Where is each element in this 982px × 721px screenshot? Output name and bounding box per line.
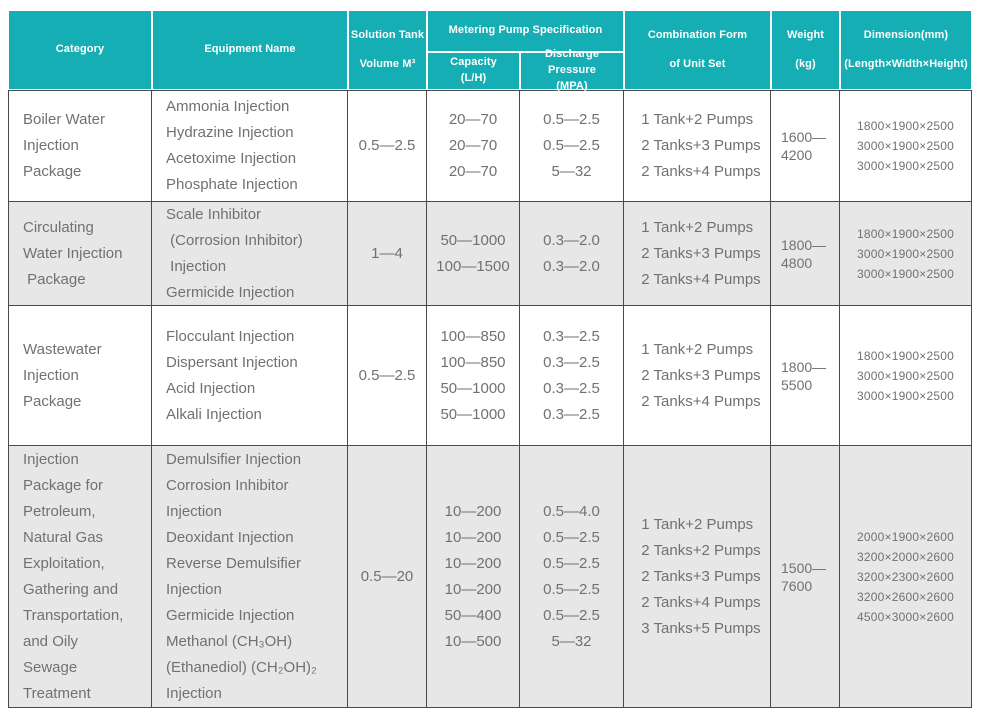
cell-equipment-name: Flocculant Injection Dispersant Injectio… <box>152 306 348 446</box>
table-header: Category Equipment Name Solution Tank Vo… <box>8 10 972 92</box>
header-dimension: Dimension(mm) (Length×Width×Height) <box>840 10 972 90</box>
cell-category: Boiler Water Injection Package <box>9 91 152 202</box>
cell-capacity: 100—850 100—850 50—1000 50—1000 <box>427 306 520 446</box>
table-row-circulating-water: Circulating Water Injection Package Scal… <box>9 202 971 306</box>
cell-weight: 1800— 5500 <box>771 306 840 446</box>
cell-capacity: 20—70 20—70 20—70 <box>427 91 520 202</box>
header-capacity: Capacity (L/H) <box>427 52 520 90</box>
header-weight: Weight (kg) <box>771 10 840 90</box>
table-row-boiler-water: Boiler Water Injection Package Ammonia I… <box>9 91 971 202</box>
cell-discharge-pressure: 0.3—2.5 0.3—2.5 0.3—2.5 0.3—2.5 <box>520 306 624 446</box>
table-body: Boiler Water Injection Package Ammonia I… <box>8 90 972 708</box>
cell-tank-volume: 0.5—20 <box>348 446 427 707</box>
cell-equipment-name: Scale Inhibitor (Corrosion Inhibitor) In… <box>152 202 348 306</box>
header-discharge-pressure: Discharge Pressure (MPA) <box>520 48 624 92</box>
cell-combination-form: 1 Tank+2 Pumps 2 Tanks+3 Pumps 2 Tanks+4… <box>624 91 771 202</box>
cell-tank-volume: 0.5—2.5 <box>348 306 427 446</box>
cell-capacity: 50—1000 100—1500 <box>427 202 520 306</box>
cell-discharge-pressure: 0.5—2.5 0.5—2.5 5—32 <box>520 91 624 202</box>
cell-combination-form: 1 Tank+2 Pumps 2 Tanks+3 Pumps 2 Tanks+4… <box>624 202 771 306</box>
cell-equipment-name: Ammonia Injection Hydrazine Injection Ac… <box>152 91 348 202</box>
cell-category: Circulating Water Injection Package <box>9 202 152 306</box>
header-solution-tank-volume: Solution Tank Volume M³ <box>348 10 427 90</box>
cell-weight: 1600— 4200 <box>771 91 840 202</box>
cell-tank-volume: 0.5—2.5 <box>348 91 427 202</box>
cell-weight: 1800— 4800 <box>771 202 840 306</box>
cell-combination-form: 1 Tank+2 Pumps 2 Tanks+2 Pumps 2 Tanks+3… <box>624 446 771 707</box>
cell-discharge-pressure: 0.5—4.0 0.5—2.5 0.5—2.5 0.5—2.5 0.5—2.5 … <box>520 446 624 707</box>
cell-capacity: 10—200 10—200 10—200 10—200 50—400 10—50… <box>427 446 520 707</box>
cell-dimension: 1800×1900×2500 3000×1900×2500 3000×1900×… <box>840 91 971 202</box>
cell-combination-form: 1 Tank+2 Pumps 2 Tanks+3 Pumps 2 Tanks+4… <box>624 306 771 446</box>
cell-dimension: 2000×1900×2600 3200×2000×2600 3200×2300×… <box>857 529 954 624</box>
cell-equipment-name: Demulsifier Injection Corrosion Inhibito… <box>152 446 348 707</box>
table-row-petroleum-injection: Injection Package for Petroleum, Natural… <box>9 446 971 707</box>
cell-weight: 1500— 7600 <box>771 446 840 707</box>
header-equipment-name: Equipment Name <box>152 10 348 90</box>
cell-tank-volume: 1—4 <box>348 202 427 306</box>
injection-package-spec-table: Category Equipment Name Solution Tank Vo… <box>8 10 972 708</box>
cell-discharge-pressure: 0.3—2.0 0.3—2.0 <box>520 202 624 306</box>
table-row-wastewater: Wastewater Injection Package Flocculant … <box>9 306 971 446</box>
cell-category: Wastewater Injection Package <box>9 306 152 446</box>
header-category: Category <box>8 10 152 90</box>
cell-dimension: 1800×1900×2500 3000×1900×2500 3000×1900×… <box>840 306 971 446</box>
cell-category: Injection Package for Petroleum, Natural… <box>9 446 152 707</box>
header-combination-form: Combination Form of Unit Set <box>624 10 771 90</box>
header-metering-pump-specification: Metering Pump Specification <box>427 10 624 52</box>
cell-dimension: 1800×1900×2500 3000×1900×2500 3000×1900×… <box>840 202 971 306</box>
